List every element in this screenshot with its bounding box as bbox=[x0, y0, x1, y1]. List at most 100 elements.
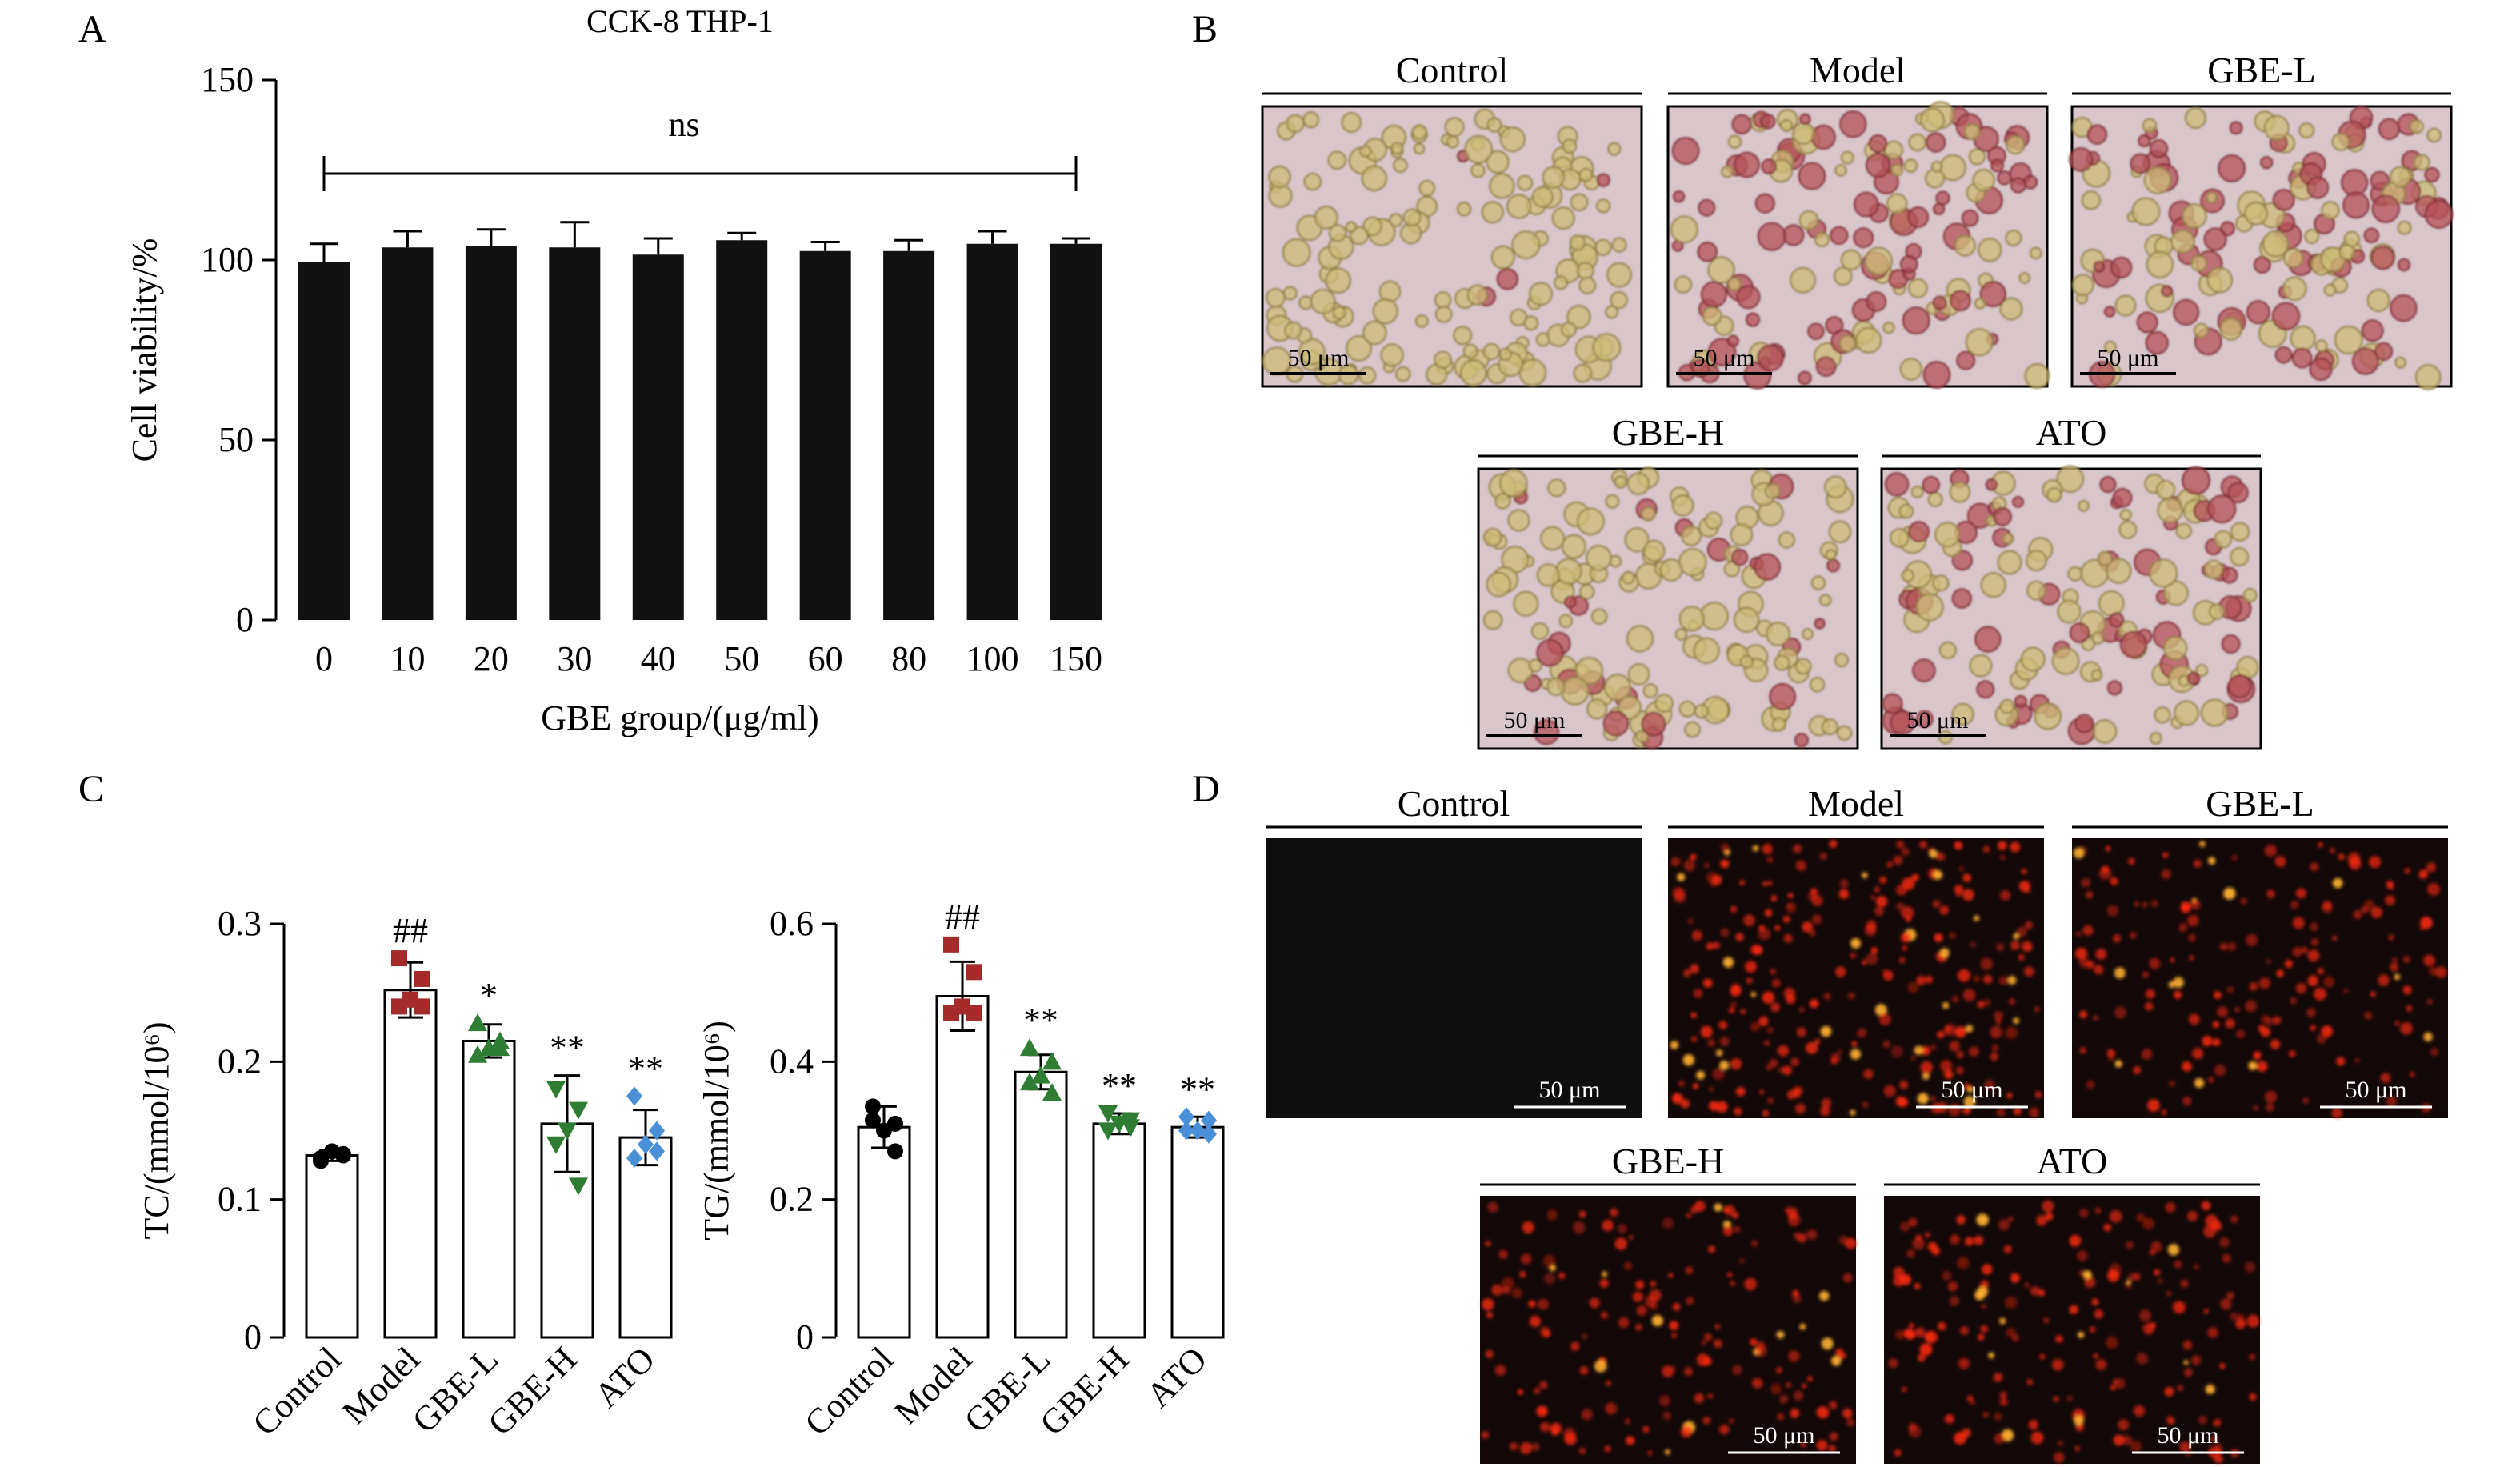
bar bbox=[799, 250, 851, 620]
lipid-droplet bbox=[1850, 1109, 1856, 1116]
lipid-droplet bbox=[2086, 1080, 2095, 1089]
lipid-droplet bbox=[2387, 883, 2394, 890]
data-point bbox=[966, 1005, 982, 1022]
cell bbox=[1702, 306, 1722, 326]
bar bbox=[935, 994, 990, 1339]
lipid-droplet bbox=[2410, 1072, 2415, 1077]
cell bbox=[1810, 575, 1826, 590]
cell bbox=[1434, 350, 1452, 369]
lipid-droplet bbox=[1730, 1057, 1742, 1070]
lipid-droplet bbox=[1658, 1394, 1671, 1407]
lipid-droplet bbox=[2110, 1385, 2116, 1391]
lipid-droplet bbox=[1991, 1044, 1999, 1052]
lipid-droplet bbox=[2023, 1281, 2030, 1289]
lipid-droplet bbox=[1875, 896, 1888, 908]
lipid-droplet bbox=[2165, 1201, 2176, 1213]
micrograph-title: GBE-H bbox=[1612, 1141, 1725, 1181]
cell bbox=[2371, 194, 2400, 223]
cell bbox=[2146, 250, 2174, 278]
lipid-droplet bbox=[2310, 1025, 2316, 1031]
micrograph-image: 50 μm bbox=[2072, 838, 2448, 1119]
cell bbox=[2203, 559, 2224, 579]
cell bbox=[1499, 469, 1528, 498]
cell bbox=[1951, 702, 1974, 726]
lipid-droplet bbox=[1930, 1044, 1937, 1051]
significance-marker: ## bbox=[393, 911, 428, 950]
data-point bbox=[943, 936, 959, 953]
lipid-droplet bbox=[2114, 1006, 2126, 1019]
cell bbox=[2321, 201, 2340, 220]
bar bbox=[966, 243, 1018, 620]
lipid-droplet bbox=[1719, 1037, 1730, 1046]
cell bbox=[1435, 306, 1453, 323]
lipid-droplet bbox=[2323, 976, 2335, 988]
cell bbox=[1610, 290, 1628, 310]
lipid-droplet bbox=[1893, 1266, 1905, 1278]
lipid-droplet bbox=[1714, 1203, 1722, 1212]
lipid-droplet bbox=[2038, 1289, 2046, 1297]
lipid-droplet bbox=[2226, 1291, 2234, 1300]
cell bbox=[1446, 135, 1459, 149]
cell bbox=[1868, 134, 1888, 154]
lipid-droplet bbox=[2202, 1035, 2213, 1047]
lipid-droplet bbox=[2150, 1321, 2157, 1329]
lipid-droplet bbox=[2430, 1047, 2439, 1057]
lipid-droplet bbox=[2270, 1039, 2281, 1049]
lipid-droplet bbox=[1538, 1298, 1550, 1310]
cell bbox=[1483, 527, 1502, 547]
lipid-droplet bbox=[1925, 975, 1934, 984]
lipid-droplet bbox=[1943, 1023, 1957, 1037]
cell bbox=[1757, 344, 1784, 372]
lipid-droplet bbox=[1902, 945, 1908, 951]
lipid-droplet bbox=[1951, 995, 1959, 1003]
lipid-droplet bbox=[2219, 1363, 2226, 1369]
lipid-droplet bbox=[2134, 901, 2140, 907]
lipid-droplet bbox=[2144, 1001, 2154, 1011]
lipid-droplet bbox=[2007, 976, 2017, 985]
lipid-droplet bbox=[2331, 1107, 2342, 1119]
lipid-droplet bbox=[2260, 1026, 2271, 1037]
lipid-droplet bbox=[1739, 1008, 1746, 1015]
cell bbox=[1517, 174, 1534, 191]
lipid-droplet bbox=[1690, 1036, 1698, 1042]
cell bbox=[1700, 602, 1729, 630]
lipid-droplet bbox=[1642, 1425, 1650, 1433]
cell-cluster bbox=[1483, 466, 1854, 749]
lipid-droplet bbox=[1712, 1068, 1725, 1081]
micrograph-title: Control bbox=[1396, 50, 1509, 90]
cell bbox=[1698, 198, 1716, 217]
cell bbox=[1734, 151, 1760, 178]
lipid-droplet bbox=[2321, 1025, 2333, 1037]
cell bbox=[1359, 145, 1372, 158]
lipid-droplet bbox=[1718, 1021, 1728, 1029]
cell bbox=[2002, 533, 2014, 545]
lipid-droplet bbox=[1939, 905, 1950, 915]
cell bbox=[1932, 574, 1950, 592]
lipid-droplet bbox=[1599, 1278, 1609, 1288]
lipid-droplet bbox=[2005, 1026, 2018, 1040]
micrograph-background bbox=[1668, 838, 2044, 1118]
cell bbox=[1511, 230, 1541, 259]
cell bbox=[1890, 163, 1904, 177]
fluorescent-spots bbox=[2073, 841, 2447, 1119]
bar bbox=[383, 989, 438, 1339]
lipid-droplet bbox=[2169, 1080, 2175, 1087]
lipid-droplet bbox=[1949, 932, 1957, 939]
cell bbox=[1622, 570, 1635, 585]
cell bbox=[2397, 220, 2412, 235]
lipid-droplet bbox=[2133, 1065, 2142, 1074]
lipid-droplet bbox=[1995, 1019, 2002, 1025]
micrograph-title: Control bbox=[1398, 783, 1510, 824]
bar bbox=[382, 247, 434, 620]
lipid-droplet bbox=[1746, 977, 1753, 984]
lipid-droplet bbox=[1542, 1254, 1556, 1268]
cell bbox=[1979, 281, 2006, 307]
cell bbox=[1933, 202, 1946, 215]
cell bbox=[1627, 663, 1650, 686]
data-point bbox=[335, 1145, 351, 1162]
lipid-droplet bbox=[2069, 1305, 2078, 1314]
cell bbox=[1799, 113, 1811, 126]
lipid-droplet bbox=[1999, 1317, 2006, 1325]
cell bbox=[2341, 169, 2369, 197]
data-point bbox=[1098, 1122, 1118, 1141]
